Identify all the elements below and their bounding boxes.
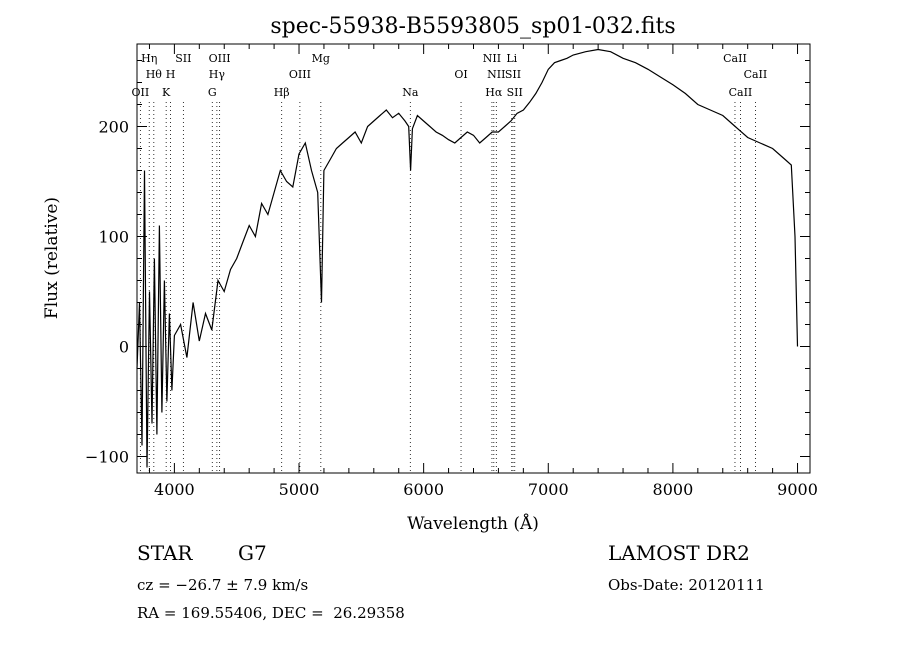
x-axis-label: Wavelength (Å) — [407, 513, 539, 534]
spectral-line-label: Mg — [312, 52, 330, 65]
object-subclass: G7 — [238, 541, 267, 565]
y-tick-label: 100 — [98, 228, 129, 247]
x-tick-label: 5000 — [279, 480, 320, 499]
y-tick-label: 0 — [119, 338, 129, 357]
object-class: STAR — [137, 541, 193, 565]
x-tick-label: 8000 — [653, 480, 694, 499]
axes-layer: 4000 5000 6000 7000 8000 9000 −100 0 100 200 — [85, 44, 818, 499]
obs-date: Obs-Date: 20120111 — [608, 576, 765, 594]
survey-name: LAMOST DR2 — [608, 541, 750, 565]
spectral-line-label: OIII — [289, 68, 311, 81]
x-tick-label: 6000 — [403, 480, 444, 499]
spectral-line-label: Na — [402, 86, 419, 99]
chart-title: spec-55938-B5593805_sp01-032.fits — [270, 14, 675, 39]
y-axis-label: Flux (relative) — [42, 197, 62, 319]
spectral-line-label: OIII — [209, 52, 231, 65]
spectral-line-label: G — [208, 86, 217, 99]
spectral-lines-layer: OIIHηHθKHSIIGHγOIIIHβOIIIMgNaOINIIHαNIIL… — [132, 52, 768, 473]
plot-frame — [136, 43, 811, 474]
spectral-line-label: SII — [507, 86, 523, 99]
spectral-line-label: Hα — [485, 86, 503, 99]
y-tick-label: 200 — [98, 118, 129, 137]
spectral-line-label: Li — [506, 52, 517, 65]
spectral-line-label: H — [166, 68, 176, 81]
spectrum-plot: spec-55938-B5593805_sp01-032.fits OII Hη H… — [42, 14, 818, 534]
spectral-line-label: Hη — [141, 52, 157, 65]
spectral-line-label: Hβ — [274, 86, 290, 99]
spectral-line-label: NII — [487, 68, 505, 81]
spectral-line-label: OI — [454, 68, 467, 81]
redshift-readout: cz = −26.7 ± 7.9 km/s — [137, 576, 309, 594]
spectral-line-label: NII — [483, 52, 501, 65]
y-tick-label: −100 — [85, 448, 129, 467]
spectral-line-label: SII — [175, 52, 191, 65]
spectral-line-label: Hγ — [209, 68, 226, 81]
coordinates: RA = 169.55406, DEC = 26.29358 — [137, 604, 405, 622]
spectral-line-label: SII — [505, 68, 521, 81]
x-tick-label: 7000 — [528, 480, 569, 499]
spectral-line-label: CaII — [744, 68, 768, 81]
spectral-line-label: Hθ — [146, 68, 163, 81]
x-tick-label: 9000 — [777, 480, 818, 499]
spectrum-series-line — [136, 48, 799, 468]
spectral-line-label: CaII — [723, 52, 747, 65]
spectral-line-label: CaII — [729, 86, 753, 99]
spectral-line-label: K — [162, 86, 171, 99]
series-layer — [136, 48, 799, 468]
x-tick-label: 4000 — [154, 480, 195, 499]
spectral-line-label: OII — [132, 86, 150, 99]
